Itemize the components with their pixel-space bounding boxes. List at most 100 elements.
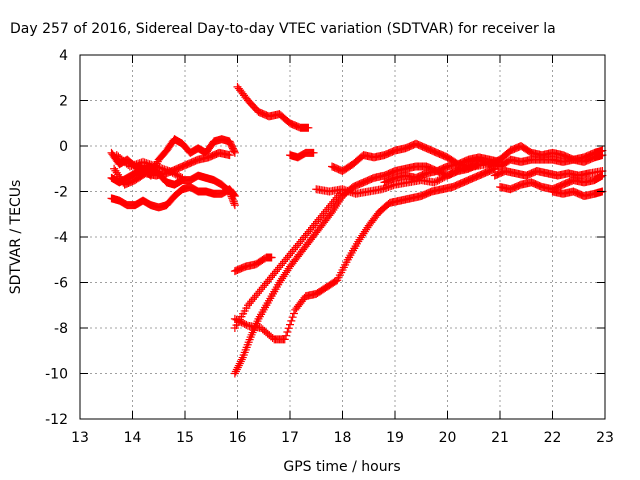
data-point [242,320,251,329]
data-point [332,193,341,202]
data-point [247,297,256,306]
x-tick-label: 15 [176,430,194,446]
data-series [230,189,344,332]
data-point [306,225,315,234]
data-point [227,192,236,201]
x-tick-label: 19 [386,430,404,446]
data-series [286,148,318,162]
data-point [432,177,441,186]
data-points [107,82,607,378]
x-tick-label: 23 [596,430,614,446]
data-point [453,166,462,175]
data-point [230,199,239,208]
data-point [330,195,339,204]
data-series [233,82,313,132]
data-point [225,151,234,160]
data-point [440,173,449,182]
data-point [229,197,238,206]
data-point [228,196,237,205]
data-point [326,201,335,210]
y-tick-label: -12 [45,412,68,428]
y-tick-label: -4 [54,230,68,246]
data-point [230,369,239,378]
data-point [321,207,330,216]
data-point [230,148,239,157]
data-point [266,273,275,282]
data-point [450,168,459,177]
data-point [317,211,326,220]
x-tick-label: 21 [491,430,509,446]
data-point [263,277,272,286]
data-point [280,335,289,344]
data-point [262,279,271,288]
data-point [446,169,455,178]
data-series [328,139,473,176]
data-point [271,267,280,276]
data-point [253,289,262,298]
data-series [490,167,607,180]
data-point [244,301,252,310]
data-point [236,357,245,366]
data-point [275,263,284,272]
data-point [283,253,292,262]
x-axis-label: GPS time / hours [283,459,400,475]
data-point [268,271,277,280]
data-point [448,169,457,178]
data-series [548,187,607,201]
data-point [309,221,318,230]
x-tick-label: 13 [71,430,89,446]
data-point [178,173,187,182]
data-point [234,361,243,370]
data-point [270,269,279,278]
data-point [298,235,307,244]
data-series [107,182,239,212]
data-point [289,245,298,254]
data-point [445,170,454,179]
data-point [237,355,246,364]
data-series [110,148,234,189]
data-point [314,215,323,224]
data-series [485,151,607,171]
data-point [252,291,261,300]
data-point [304,227,313,236]
data-point [171,170,180,179]
data-point [273,265,282,274]
data-point [441,172,450,181]
data-point [276,261,285,270]
data-point [265,275,274,284]
y-tick-label: -6 [54,276,68,292]
x-tick-label: 20 [439,430,457,446]
data-point [239,319,248,328]
data-series [312,157,504,198]
data-point [258,283,267,292]
data-point [226,189,235,198]
data-point [324,203,333,212]
data-point [230,201,239,210]
data-point [240,320,249,329]
y-tick-label: -8 [54,321,68,337]
data-point [312,217,321,226]
data-point [226,190,235,199]
data-point [175,172,184,181]
data-point [299,233,308,242]
data-point [296,237,305,246]
data-point [303,229,312,238]
data-point [230,147,239,156]
data-series [112,151,187,182]
data-point [250,293,259,302]
data-point [248,295,257,304]
data-point [294,239,303,248]
y-tick-label: 2 [59,94,68,110]
data-point [170,169,179,178]
data-point [285,251,294,260]
x-tick-label: 14 [124,430,142,446]
data-point [228,194,237,203]
data-point [225,187,234,196]
data-point [327,199,336,208]
data-point [433,176,442,185]
data-point [301,231,310,240]
x-tick-label: 22 [544,430,562,446]
data-series [380,153,504,187]
data-point [245,299,254,308]
